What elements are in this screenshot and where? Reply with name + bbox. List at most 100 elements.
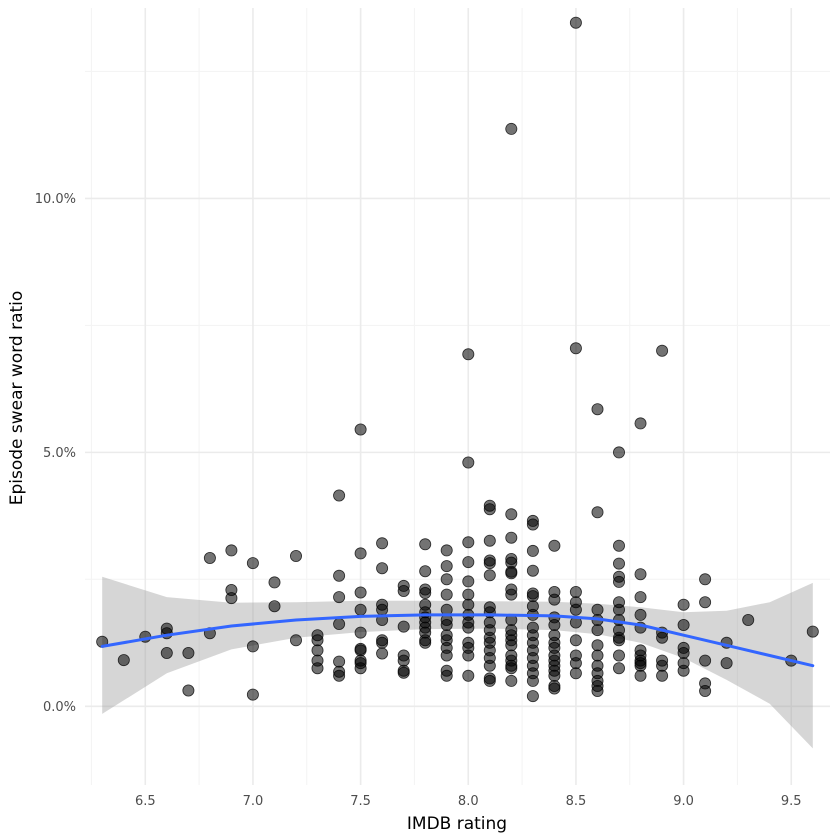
data-point [333, 655, 346, 668]
data-point [203, 552, 216, 565]
data-point [117, 654, 130, 667]
data-point [569, 16, 582, 29]
data-point [483, 557, 496, 570]
x-tick-label: 7.0 [243, 794, 264, 809]
data-point [462, 649, 475, 662]
data-point [505, 588, 518, 601]
data-point [505, 639, 518, 652]
data-point [548, 593, 561, 606]
data-point [591, 403, 604, 416]
data-point [634, 568, 647, 581]
data-point [699, 685, 712, 698]
data-point [548, 682, 561, 695]
data-point [526, 518, 539, 531]
data-point [268, 576, 281, 589]
x-tick-label: 9.0 [673, 794, 694, 809]
data-point [548, 619, 561, 632]
data-point [440, 588, 453, 601]
data-point [333, 618, 346, 631]
data-point [613, 634, 626, 647]
data-point [397, 666, 410, 679]
data-point [634, 669, 647, 682]
y-tick-labels: 0.0% 5.0% 10.0% [35, 192, 76, 715]
data-point [483, 503, 496, 516]
x-tick-label: 8.5 [566, 794, 587, 809]
data-point [419, 538, 432, 551]
data-point [354, 644, 367, 657]
data-point [634, 417, 647, 430]
data-points [96, 16, 819, 703]
data-point [397, 585, 410, 598]
confidence-ribbon [102, 576, 813, 749]
data-point [160, 647, 173, 660]
data-point [311, 634, 324, 647]
data-point [483, 674, 496, 687]
data-point [462, 669, 475, 682]
data-point [483, 569, 496, 582]
data-point [246, 688, 259, 701]
data-point [354, 662, 367, 675]
data-point [182, 684, 195, 697]
data-point [311, 662, 324, 675]
data-point [526, 674, 539, 687]
data-point [613, 603, 626, 616]
data-point [376, 562, 389, 575]
data-point [569, 342, 582, 355]
data-point [656, 631, 669, 644]
data-point [289, 634, 302, 647]
data-point [656, 659, 669, 672]
data-point [677, 598, 690, 611]
data-point [634, 659, 647, 672]
data-point [311, 644, 324, 657]
data-point [462, 556, 475, 569]
data-point [505, 662, 518, 675]
data-point [462, 348, 475, 361]
data-point [483, 659, 496, 672]
x-tick-labels: 6.5 7.0 7.5 8.0 8.5 9.0 9.5 [135, 794, 802, 809]
data-point [397, 620, 410, 633]
data-point [505, 531, 518, 544]
data-point [569, 634, 582, 647]
y-tick-label: 10.0% [35, 192, 76, 207]
data-point [354, 423, 367, 436]
x-tick-label: 9.5 [781, 794, 802, 809]
data-point [354, 626, 367, 639]
data-point [591, 624, 604, 637]
data-point [397, 654, 410, 667]
data-point [268, 600, 281, 613]
data-point [505, 674, 518, 687]
data-point [440, 573, 453, 586]
data-point [591, 649, 604, 662]
data-point [440, 649, 453, 662]
data-point [505, 508, 518, 521]
y-tick-label: 5.0% [43, 446, 76, 461]
data-point [376, 647, 389, 660]
data-point [462, 588, 475, 601]
x-tick-label: 7.5 [350, 794, 371, 809]
data-point [526, 544, 539, 557]
data-point [182, 647, 195, 660]
data-point [742, 614, 755, 627]
data-point [526, 590, 539, 603]
data-point [720, 657, 733, 670]
data-point [677, 647, 690, 660]
data-point [419, 636, 432, 649]
x-axis-title: IMDB rating [407, 814, 507, 834]
data-point [354, 603, 367, 616]
data-point [333, 591, 346, 604]
data-point [225, 544, 238, 557]
data-point [440, 560, 453, 573]
x-tick-label: 6.5 [135, 794, 156, 809]
data-point [569, 667, 582, 680]
data-point [806, 625, 819, 638]
data-point [591, 685, 604, 698]
data-point [246, 640, 259, 653]
data-point [462, 621, 475, 634]
minor-gridlines [85, 8, 830, 785]
data-point [634, 591, 647, 604]
smooth-trend-line [100, 613, 815, 668]
data-point [548, 539, 561, 552]
data-point [419, 565, 432, 578]
data-point [526, 564, 539, 577]
data-point [634, 608, 647, 621]
